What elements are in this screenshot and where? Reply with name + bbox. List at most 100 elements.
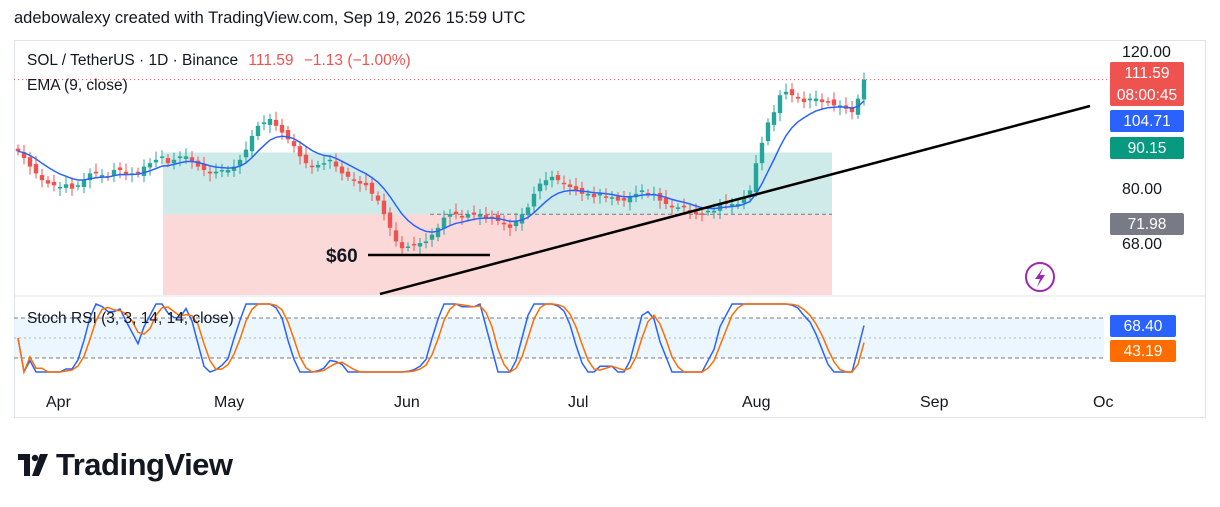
x-tick-label: Apr [46,394,72,411]
candle-body [111,170,117,176]
support-trendline [379,104,1091,296]
x-tick-label: Jul [568,394,588,411]
candle-body [609,197,615,199]
candle-body [261,122,267,125]
candle-body [417,243,423,247]
candle-body [363,182,369,186]
candle-body [21,152,27,159]
candle-body [309,165,315,168]
candle-body [471,212,477,215]
candle-body [819,99,825,102]
candle-body [117,167,123,170]
candle-body [639,190,645,193]
candle-body [351,179,357,181]
candle-body [375,195,381,201]
change-label: −1.13 (−1.00%) [303,52,411,69]
candle-body [183,156,189,159]
x-tick-label: Sep [920,394,949,411]
tradingview-logo-icon [18,454,48,476]
candle-body [705,210,711,213]
candle-body [591,193,597,198]
price-tag-value: 71.98 [1128,216,1167,233]
candle-body [795,96,801,99]
candle-body [771,112,777,125]
candle-body [621,198,627,201]
candle-body [441,217,447,229]
y-tick-label: 80.00 [1122,181,1162,198]
candle-body [213,171,219,174]
candle-body [825,101,831,103]
candle-body [15,148,21,152]
candle-body [519,214,525,224]
candle-body [777,95,783,114]
candle-body [645,192,651,195]
candle-body [429,234,435,240]
candle-body [675,207,681,209]
candle-body [357,181,363,184]
stoch-d-line [17,303,865,375]
lightning-icon [1025,262,1055,292]
candle-body [45,180,51,184]
candle-body [135,171,141,174]
candle-body [543,180,549,186]
candle-body [93,171,99,174]
candle-body [453,211,459,215]
candle-body [75,185,81,187]
candle-body [525,207,531,216]
x-tick-label: Jun [394,394,420,411]
candle-body [435,227,441,238]
candle-body [123,171,129,176]
candle-body [399,242,405,249]
candle-body [693,211,699,215]
candle-body [549,176,555,181]
candle-body [615,196,621,201]
candle-body [249,136,255,152]
stoch-tag-value: 68.40 [1124,318,1163,335]
stoch-tag-value: 43.19 [1124,343,1163,360]
candle-body [573,186,579,191]
candle-body [387,212,393,228]
candle-body [807,98,813,101]
stoch-tag [1110,315,1176,337]
candle-body [537,183,543,192]
candle-body [759,142,765,164]
candle-body [531,193,537,207]
candle-body [663,198,669,204]
candle-body [195,160,201,167]
candle-body [33,164,39,174]
x-tick-label: Aug [742,394,770,411]
candle-body [141,166,147,176]
candle-body [861,79,867,100]
candle-body [561,182,567,185]
stoch-legend[interactable]: Stoch RSI (3, 3, 14, 14, close) [27,310,234,327]
symbol-legend[interactable]: SOL / TetherUS · 1D · Binance 111.59 −1.… [27,52,411,70]
candle-body [729,204,735,207]
candle-body [801,98,807,102]
ema-legend[interactable]: EMA (9, close) [27,77,128,94]
candle-body [567,184,573,187]
x-tick-label: May [214,394,244,411]
price-tag-countdown: 08:00:45 [1117,87,1177,104]
candle-body [381,200,387,215]
price-tag [1110,137,1184,159]
sixty-annotation: $60 [326,246,358,267]
candle-body [477,214,483,217]
candle-body [315,164,321,168]
candle-body [291,141,297,147]
candle-body [63,184,69,188]
candle-body [189,157,195,162]
symbol-label: SOL / TetherUS · 1D · Binance [27,52,239,69]
candle-body [423,241,429,244]
candle-body [201,164,207,170]
candle-body [405,246,411,248]
candle-body [87,173,93,181]
candle-body [57,187,63,189]
candle-body [849,107,855,113]
candle-body [483,215,489,218]
candle-body [657,192,663,201]
candle-body [765,122,771,142]
candle-body [813,98,819,102]
candle-body [147,163,153,168]
candle-body [753,163,759,193]
